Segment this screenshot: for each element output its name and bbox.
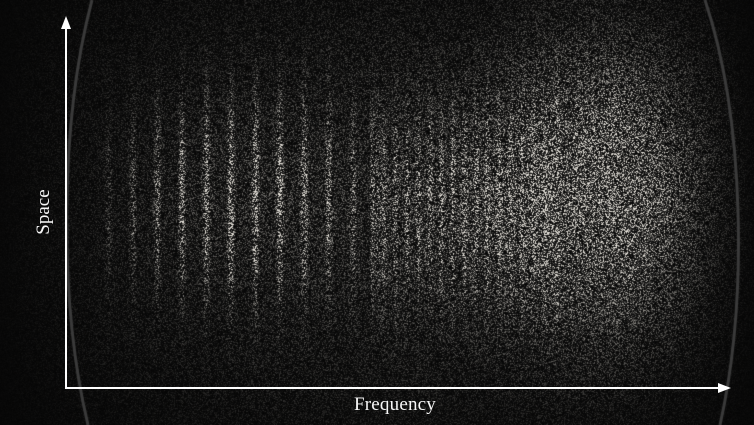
x-axis-label: Frequency <box>354 394 436 415</box>
y-axis-arrowhead <box>61 16 71 29</box>
x-axis-arrowhead <box>718 383 731 393</box>
y-axis-label: Space <box>33 189 54 235</box>
